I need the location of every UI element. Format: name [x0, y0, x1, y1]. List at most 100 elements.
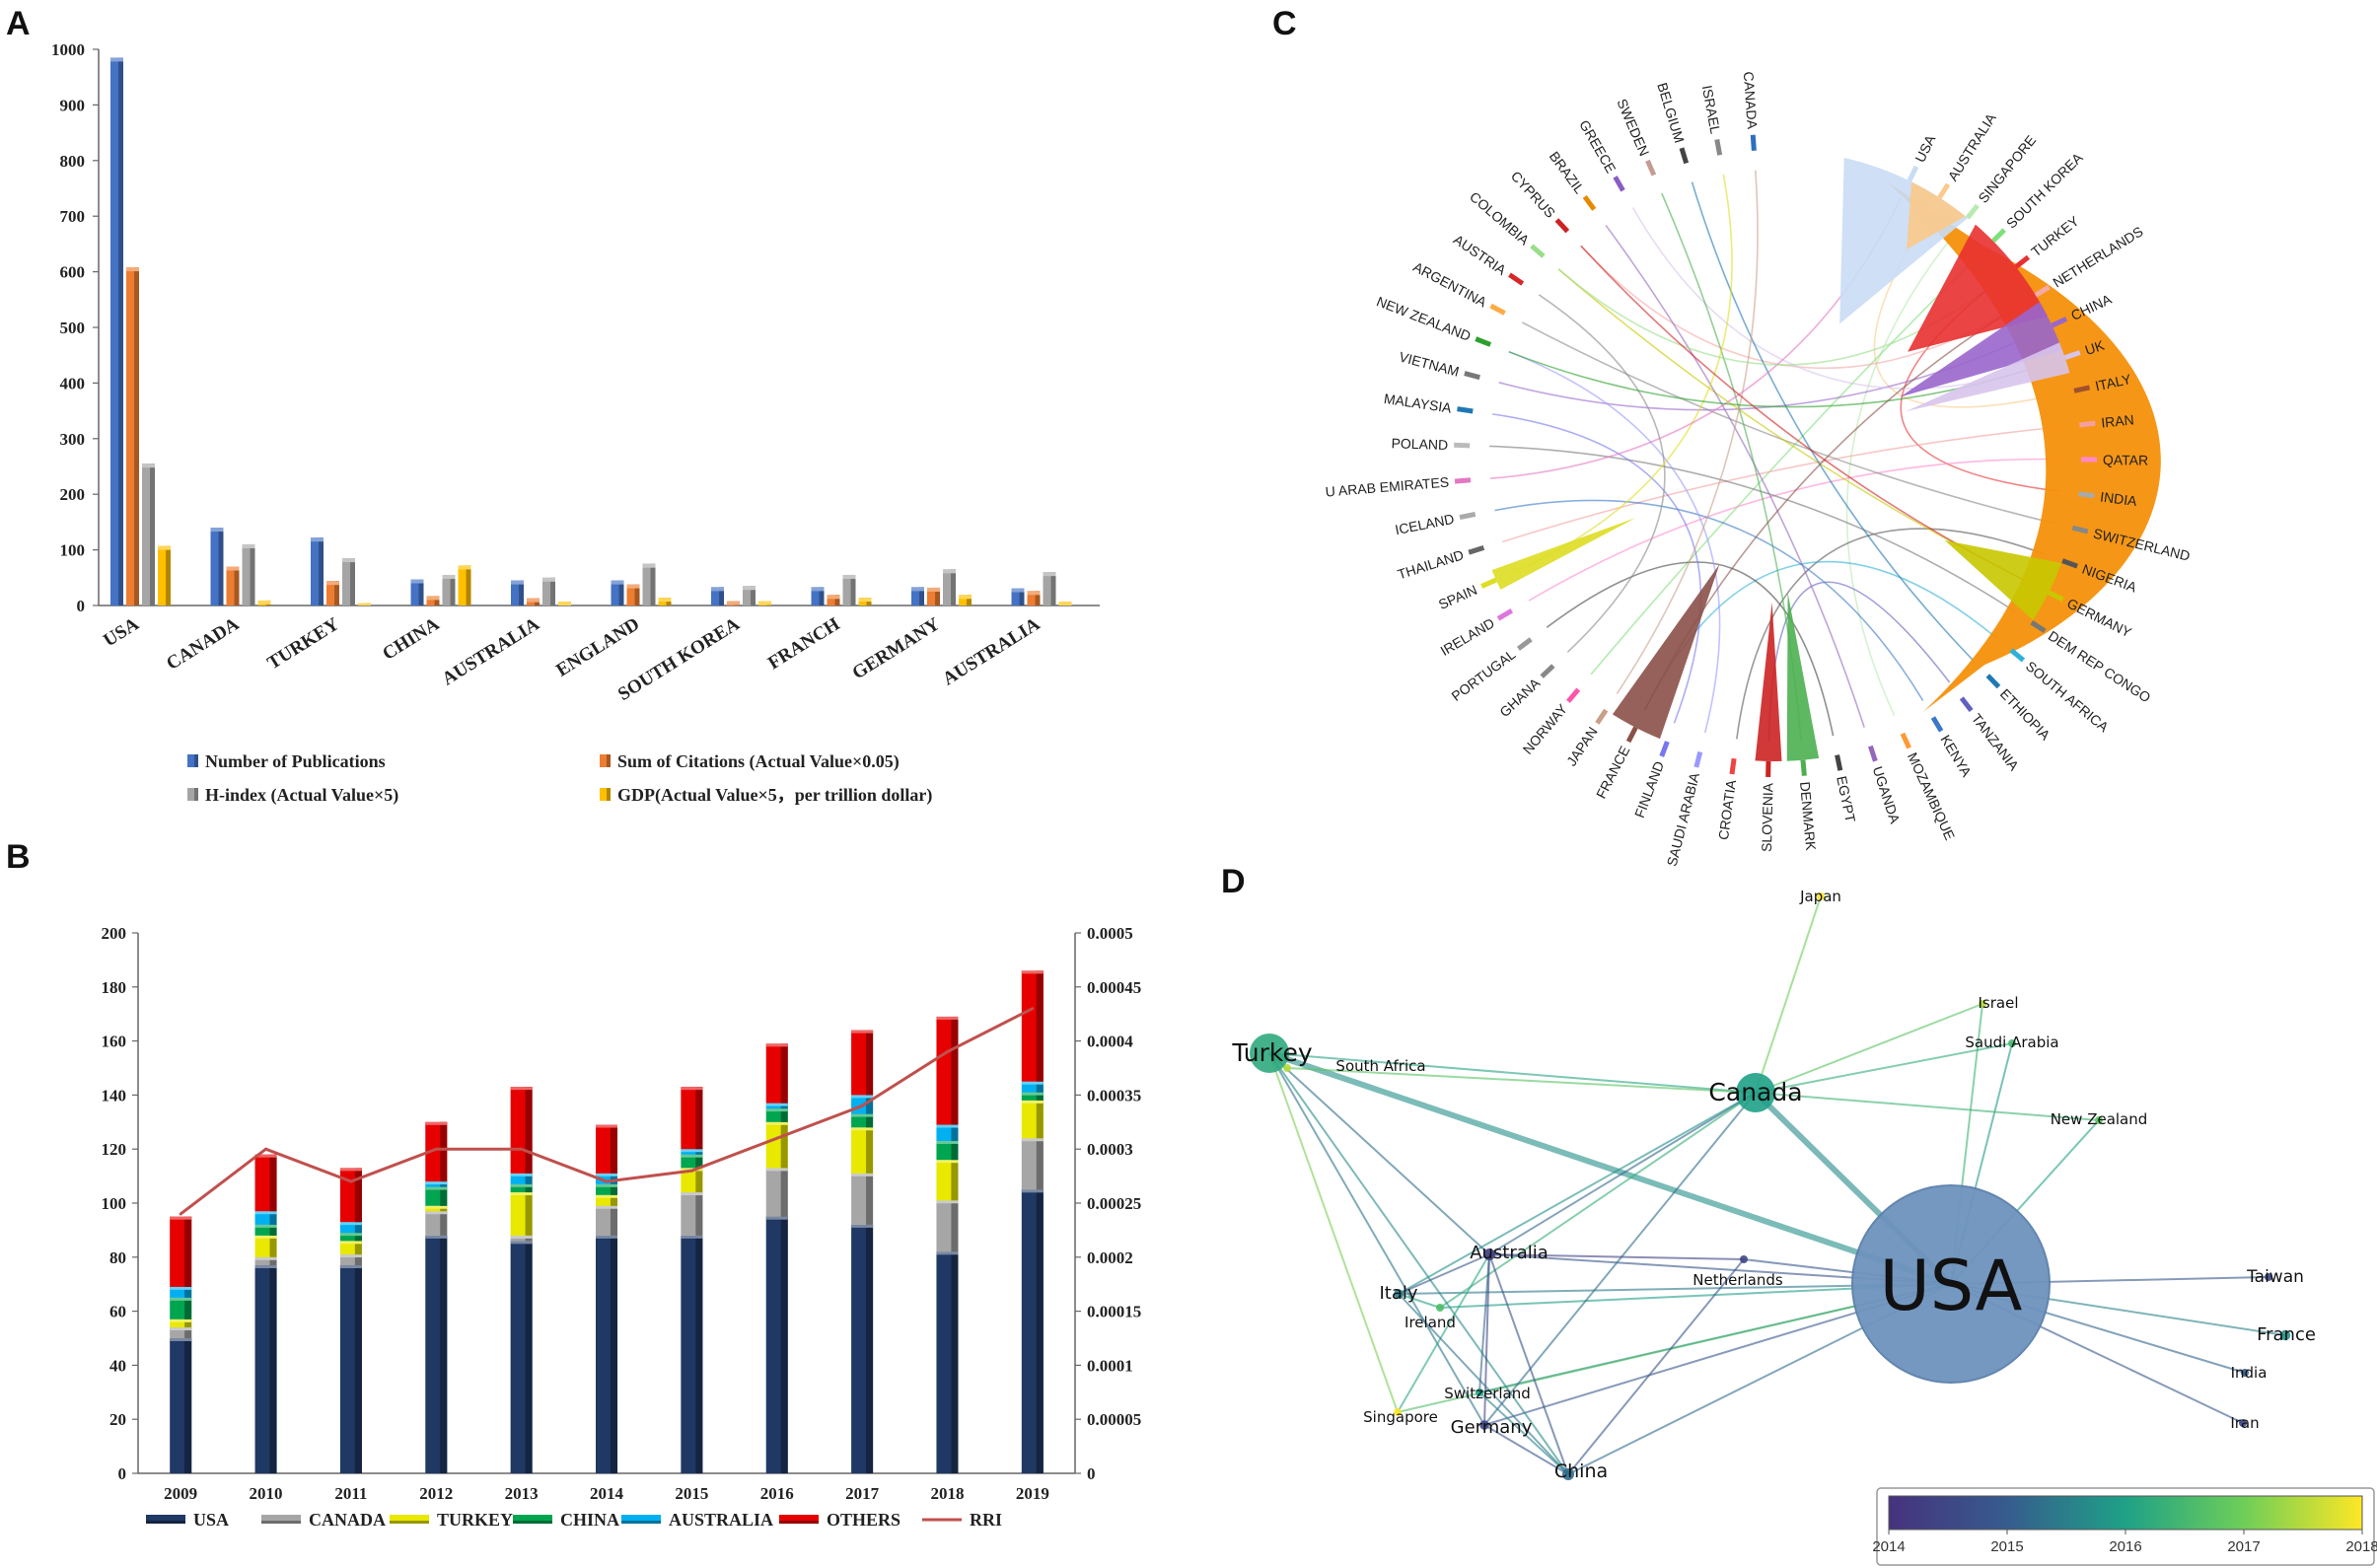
panel-b-bar-shade: [269, 1224, 277, 1236]
panel-a-category-label: AUSTRALIA: [439, 613, 543, 689]
panel-a-bar-shade: [118, 57, 123, 606]
panel-b-bar-cap: [254, 1224, 277, 1228]
panel-a-legend-swatch-shade: [194, 788, 198, 801]
panel-a-bar-shade: [134, 267, 139, 606]
panel-b-bar-cap: [1021, 1092, 1044, 1096]
panel-b-legend-swatch-shade: [513, 1521, 552, 1524]
panel-b-y2-tick-label: 0: [1087, 1464, 1096, 1483]
panel-b-legend-swatch-turkey: [390, 1515, 429, 1524]
panel-c-arc-segment-france: [1625, 726, 1638, 744]
panel-b-bar-shade: [866, 1127, 874, 1174]
panel-d-edge-canada-israel: [1755, 1003, 1983, 1094]
panel-b-bar-cap: [596, 1124, 617, 1128]
panel-b-bar-shade: [525, 1183, 533, 1193]
panel-b-bar-cap: [339, 1254, 362, 1258]
panel-d-node-switzerland: [1476, 1389, 1483, 1396]
panel-b-bar-cap: [254, 1235, 277, 1239]
panel-a-bar-cap: [959, 595, 972, 600]
panel-a-bar-cap: [242, 543, 255, 548]
panel-d-node-india: [2241, 1369, 2249, 1377]
panel-b-bar-cap: [596, 1183, 617, 1187]
panel-c-label-israel: ISRAEL: [1699, 84, 1724, 135]
panel-b-bar-shade: [695, 1087, 703, 1150]
panel-d-label-japan: Japan: [1799, 888, 1841, 905]
panel-a-bar-cap: [511, 580, 524, 585]
panel-b-bar-china-2011: [339, 1233, 362, 1242]
panel-a-bar-cap: [642, 563, 656, 568]
panel-c-arc-segment-uk: [2063, 350, 2081, 360]
panel-b-bar-shade: [866, 1030, 874, 1096]
panel-b-bar-shade: [780, 1216, 788, 1473]
panel-c-arc-segment-argentina: [1489, 303, 1506, 316]
panel-b-bar-shade: [951, 1016, 959, 1125]
panel-a-bar-cap: [858, 598, 872, 603]
panel-b-bar-cap: [851, 1173, 874, 1176]
panel-a-y-tick-label: 1000: [51, 40, 85, 59]
panel-b-bar-cap: [170, 1319, 192, 1322]
panel-b-bar-shade: [780, 1043, 788, 1104]
panel-c-chord-link: [1489, 445, 2016, 612]
panel-d-edge-turkey-australia: [1268, 1052, 1490, 1255]
panel-c-arc-segment-australia: [1937, 182, 1951, 199]
panel-a-bar-cap: [542, 577, 555, 582]
panel-b-bar-shade: [695, 1168, 703, 1193]
panel-a-bar-cap: [126, 267, 139, 272]
panel-c-wedge-australia: [1907, 181, 1966, 249]
panel-b-bar-cap: [851, 1030, 874, 1033]
panel-a-bar-shade: [951, 569, 956, 606]
panel-b-y-tick-label: 200: [102, 924, 127, 943]
panel-b-legend-swatch-shade: [146, 1521, 185, 1524]
panel-b-bar-shade: [354, 1233, 362, 1242]
panel-c-arc-segment-croatia: [1729, 757, 1737, 775]
panel-c-label-thailand: THAILAND: [1396, 546, 1466, 582]
panel-c-label-usa: USA: [1911, 132, 1938, 165]
panel-c-arc-segment-austria: [1508, 272, 1525, 286]
panel-d-node-usa: [1851, 1184, 2051, 1384]
panel-a-bar-cap: [727, 601, 740, 606]
panel-a-bar-shade: [166, 545, 171, 606]
panel-b-bar-shade: [951, 1140, 959, 1161]
panel-a-bar-sum-of-citations-actual-value-0-05-china: [426, 596, 440, 606]
panel-b-bar-shade: [440, 1235, 448, 1473]
panel-c-arc-segment-china: [2051, 317, 2068, 328]
panel-c-label-ireland: IRELAND: [1437, 614, 1496, 659]
panel-a-legend-label: GDP(Actual Value×5，per trillion dollar): [617, 785, 932, 806]
panel-b-bar-shade: [269, 1211, 277, 1225]
panel-d-label-saudi-arabia: Saudi Arabia: [1965, 1033, 2058, 1051]
panel-c-arc-segment-usa: [1907, 165, 1919, 182]
panel-a-bar-sum-of-citations-actual-value-0-05-franch: [827, 595, 840, 606]
panel-c-label-vietnam: VIETNAM: [1398, 348, 1461, 379]
panel-b-bar-shade: [184, 1216, 192, 1287]
panel-b-year-label: 2018: [930, 1484, 964, 1503]
panel-b-bar-australia-2009: [170, 1286, 192, 1298]
panel-b-stacked-bar-chart: 0 20 40 60 80 100 120 140 160 180 200 0 0.00005 0.000…: [102, 924, 1142, 1530]
panel-b-y2-tick-label: 0.0002: [1087, 1248, 1133, 1267]
panel-a-legend-label: Sum of Citations (Actual Value×0.05): [617, 751, 900, 772]
panel-b-y2-tick-label: 0.00025: [1087, 1194, 1141, 1213]
panel-b-y2-tick-label: 0.00035: [1087, 1086, 1141, 1105]
panel-b-year-label: 2013: [505, 1484, 539, 1503]
panel-b-rri-point: [520, 1147, 524, 1151]
panel-b-bar-shade: [951, 1160, 959, 1201]
panel-b-bar-cap: [681, 1192, 703, 1196]
panel-b-bar-shade: [354, 1265, 362, 1473]
panel-b-year-label: 2019: [1016, 1484, 1049, 1503]
panel-d-edge-canada-new-zealand: [1755, 1092, 2100, 1121]
panel-a-bar-shade: [650, 563, 656, 606]
panel-a-bar-cap: [210, 528, 224, 533]
panel-d-node-south-africa: [1283, 1064, 1291, 1072]
panel-a-y-tick-label: 700: [60, 207, 86, 226]
panel-c-arc-segment-new-zealand: [1475, 336, 1492, 347]
panel-c-label-croatia: CROATIA: [1715, 778, 1739, 840]
panel-b-legend-label: CHINA: [560, 1510, 619, 1530]
panel-a-category-label: AUSTRALIA: [939, 613, 1044, 689]
panel-b-bar-shade: [866, 1224, 874, 1473]
panel-a-y-tick-label: 200: [60, 485, 86, 504]
panel-a-bar-shade: [250, 543, 255, 606]
panel-a-bar-cap: [358, 603, 371, 606]
panel-a-bar-shade: [218, 528, 224, 606]
panel-b-bar-cap: [936, 1251, 959, 1255]
panel-b-rri-point: [264, 1147, 268, 1151]
panel-c-arc-segment-netherlands: [2034, 284, 2051, 298]
